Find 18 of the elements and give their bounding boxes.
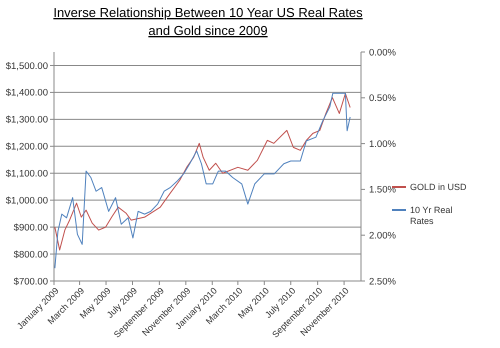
legend-label: GOLD in USD — [410, 182, 468, 192]
y2-tick-label: 1.00% — [369, 138, 396, 150]
y2-tick-label: 0.00% — [369, 47, 396, 58]
y-tick-label: $1,000.00 — [6, 196, 48, 206]
y-tick-label: $700.00 — [14, 276, 48, 288]
legend-label: 10 Yr Real Rates — [410, 205, 452, 226]
y2-tick-label: 2.00% — [369, 230, 396, 242]
y-tick-label: $900.00 — [14, 222, 48, 234]
y-tick-label: $800.00 — [14, 249, 48, 260]
y2-tick-label: 0.50% — [369, 93, 396, 104]
y-tick-label: $1,100.00 — [6, 168, 48, 180]
y2-tick-label: 2.50% — [369, 276, 396, 288]
y-tick-label: $1,300.00 — [6, 114, 48, 126]
chart-title: Inverse Relationship Between 10 Year US Real Rates and Gold since 2009 — [53, 5, 364, 38]
y-tick-label: $1,400.00 — [6, 88, 48, 99]
y-tick-label: $1,500.00 — [6, 60, 48, 72]
y-tick-label: $1,200.00 — [6, 142, 48, 153]
y2-tick-label: 1.50% — [369, 184, 396, 196]
